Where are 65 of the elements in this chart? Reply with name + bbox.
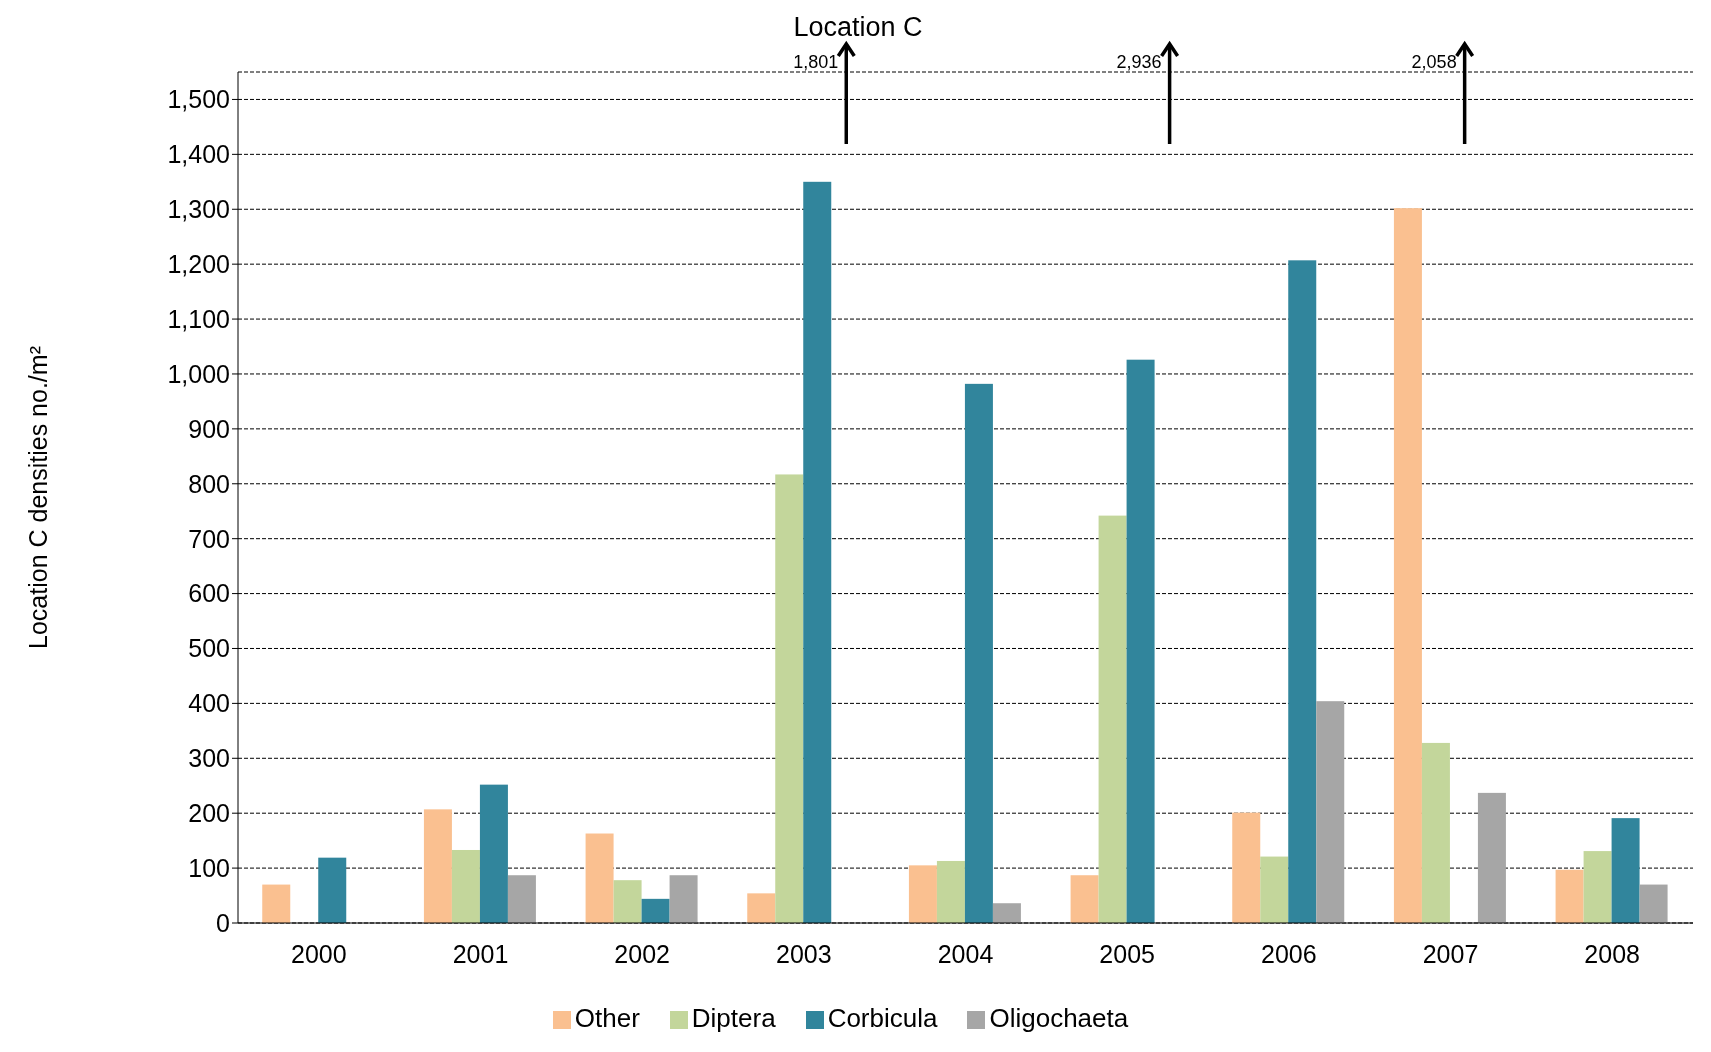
x-tick-label: 2001 [452, 939, 509, 968]
x-tick-label: 2007 [1422, 939, 1479, 968]
bar [1611, 818, 1640, 923]
y-tick-label: 800 [188, 469, 230, 498]
y-tick-label: 500 [188, 634, 230, 663]
y-tick-label: 400 [188, 689, 230, 718]
bar [1393, 208, 1422, 923]
bar [1421, 742, 1450, 923]
x-tick-label: 2008 [1584, 939, 1640, 968]
bar [747, 893, 776, 923]
bar [1639, 884, 1668, 923]
y-tick-label: 1,400 [167, 140, 230, 169]
y-tick-label: 1,300 [167, 195, 230, 224]
annotation: 1,801 [793, 52, 839, 72]
x-tick-label: 2000 [291, 939, 347, 968]
y-tick-label: 0 [216, 908, 230, 937]
bar [613, 880, 642, 923]
bar [803, 181, 832, 923]
legend-label: Corbicula [827, 1003, 938, 1033]
y-tick-label: 900 [188, 414, 230, 443]
y-axis-title: Location C densities no./m² [23, 346, 52, 649]
bar [1583, 851, 1612, 923]
y-tick-label: 600 [188, 579, 230, 608]
bar [992, 903, 1021, 923]
bar [423, 809, 452, 923]
annotation: 2,058 [1411, 52, 1457, 72]
bar [1316, 701, 1345, 923]
legend-label: Other [574, 1003, 640, 1033]
bar [1555, 869, 1584, 923]
bar [507, 875, 536, 923]
bar [451, 849, 480, 923]
y-tick-label: 1,200 [167, 250, 230, 279]
bar [262, 884, 291, 923]
bar [775, 474, 804, 923]
bar [1288, 260, 1317, 923]
legend-label: Diptera [691, 1003, 776, 1033]
bar [585, 833, 614, 923]
annotation: 2,936 [1116, 52, 1162, 72]
x-tick-label: 2002 [614, 939, 670, 968]
bar [1232, 812, 1261, 923]
chart-title: Location C [792, 12, 924, 43]
y-tick-label: 1,100 [167, 304, 230, 333]
y-tick-label: 1,500 [167, 85, 230, 114]
bar [1098, 515, 1127, 923]
bar [1126, 359, 1155, 923]
bar [479, 784, 508, 923]
bar [964, 383, 993, 923]
legend-label: Oligochaeta [989, 1003, 1129, 1033]
y-tick-label: 700 [188, 524, 230, 553]
y-tick-label: 100 [188, 853, 230, 882]
x-tick-label: 2003 [776, 939, 832, 968]
bar [908, 865, 937, 923]
y-tick-label: 200 [188, 799, 230, 828]
bar [1477, 792, 1506, 923]
y-tick-label: 300 [188, 744, 230, 773]
y-tick-label: 1,000 [167, 359, 230, 388]
bar [936, 860, 965, 923]
bar [1260, 856, 1289, 923]
x-tick-label: 2006 [1261, 939, 1317, 968]
x-tick-label: 2005 [1099, 939, 1155, 968]
x-tick-label: 2004 [937, 939, 994, 968]
bar [669, 875, 698, 923]
bar [318, 857, 347, 923]
bar [641, 898, 670, 923]
bar [1070, 875, 1099, 923]
